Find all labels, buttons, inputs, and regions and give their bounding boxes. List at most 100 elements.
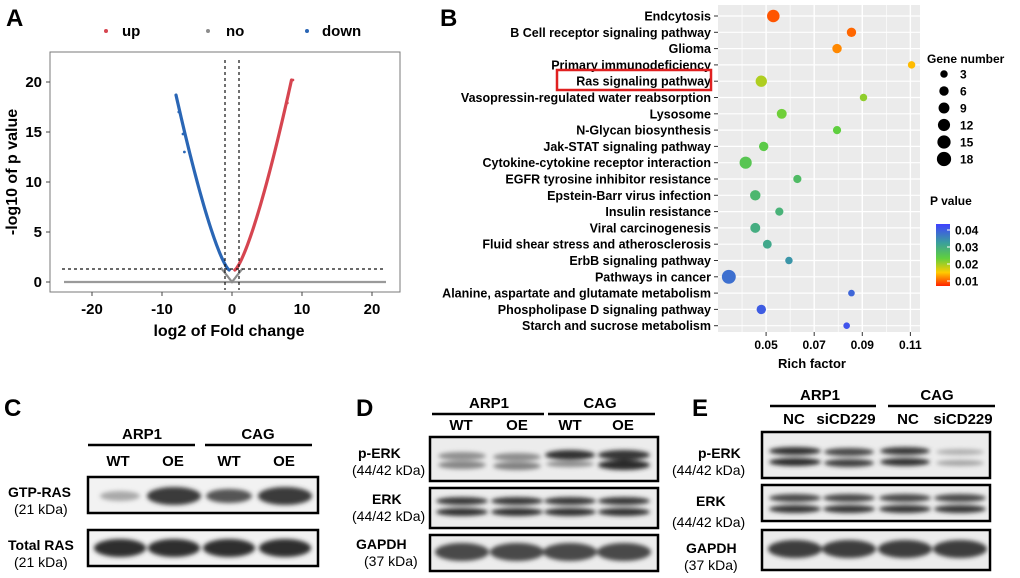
blot-e-lane-4: siCD229 bbox=[933, 411, 992, 428]
p-value-legend: P value 0.04 0.03 0.02 0.01 bbox=[930, 194, 979, 289]
enrichment-category-label: Lysosome bbox=[650, 107, 711, 121]
p-value-title: P value bbox=[930, 194, 972, 208]
enrichment-point bbox=[785, 256, 793, 265]
enrichment-x-tick-label: 0.07 bbox=[803, 338, 827, 352]
blot-e-group-arp1: ARP1 bbox=[800, 387, 840, 404]
blot-d-row3-name: GAPDH bbox=[356, 536, 407, 552]
panel-b: B Endcytosis B Cell receptor signaling pa… bbox=[440, 5, 1005, 371]
enrichment-point bbox=[721, 269, 736, 284]
blot-c-row1-name: GTP-RAS bbox=[8, 484, 71, 500]
blot-c-lane-4: OE bbox=[273, 453, 295, 470]
blot-c-lane-3: WT bbox=[217, 453, 240, 470]
enrichment-category-label: Fluid shear stress and atherosclerosis bbox=[482, 238, 711, 252]
volcano-y-label: -log10 of p value bbox=[4, 109, 21, 235]
enrichment-point bbox=[739, 156, 752, 169]
enrichment-point bbox=[832, 43, 842, 54]
enrichment-point bbox=[755, 75, 767, 87]
volcano-marks bbox=[62, 60, 386, 290]
enrichment-point bbox=[848, 289, 855, 297]
blot-d-lane-3: WT bbox=[558, 417, 581, 434]
volcano-outlier-point bbox=[291, 78, 295, 82]
enrichment-point bbox=[832, 126, 842, 135]
volcano-x-tick-label: 10 bbox=[294, 301, 311, 318]
blot-e-p-erk-strip bbox=[760, 430, 992, 480]
blot-d-erk-strip bbox=[428, 486, 660, 530]
blot-d-lane-2: OE bbox=[506, 417, 528, 434]
enrichment-point bbox=[750, 222, 761, 233]
blot-e-gapdh-strip bbox=[760, 528, 992, 572]
volcano-outlier-point bbox=[177, 110, 181, 114]
blot-d-row1-size: (44/42 kDa) bbox=[352, 462, 425, 478]
p-value-tick-label: 0.04 bbox=[955, 224, 979, 238]
volcano-axes: -20 -10 0 10 20 0 5 10 15 20 bbox=[25, 74, 380, 318]
enrichment-category-label: N-Glycan biosynthesis bbox=[576, 124, 711, 138]
blot-d-row1-name: p-ERK bbox=[358, 445, 401, 461]
gene-number-legend: Gene number 3 6 9 12 15 18 bbox=[927, 52, 1005, 167]
legend-no-label: no bbox=[226, 23, 244, 40]
volcano-x-label: log2 of Fold change bbox=[153, 323, 304, 340]
enrichment-point bbox=[750, 190, 761, 201]
enrichment-x-tick-label: 0.09 bbox=[851, 338, 875, 352]
legend-no-marker bbox=[206, 29, 210, 33]
volcano-y-tick-label: 5 bbox=[34, 224, 42, 241]
gene-number-label: 15 bbox=[960, 136, 974, 150]
gene-number-key bbox=[937, 135, 951, 149]
volcano-y-tick-label: 20 bbox=[25, 74, 42, 91]
gene-number-items: 3 6 9 12 15 18 bbox=[936, 68, 974, 167]
enrichment-category-label: Ras signaling pathway bbox=[576, 75, 711, 89]
panel-letter-c: C bbox=[4, 395, 21, 422]
blot-d-row3-size: (37 kDa) bbox=[364, 553, 418, 569]
enrichment-point bbox=[756, 304, 766, 315]
blot-e-row1-size: (44/42 kDa) bbox=[672, 462, 745, 478]
volcano-plot-frame bbox=[49, 51, 401, 293]
enrichment-category-label: Starch and sucrose metabolism bbox=[522, 319, 711, 333]
enrichment-x-ticks: 0.05 0.07 0.09 0.11 bbox=[754, 332, 922, 352]
blot-d-lane-1: WT bbox=[449, 417, 472, 434]
enrichment-category-label: Vasopressin-regulated water reabsorption bbox=[461, 91, 711, 105]
blot-e-row2-name: ERK bbox=[696, 493, 726, 509]
blot-e-lane-3: NC bbox=[897, 411, 919, 428]
gene-number-key bbox=[936, 151, 952, 167]
panel-letter-b: B bbox=[440, 5, 457, 32]
blot-d-group-arp1: ARP1 bbox=[469, 395, 509, 412]
gene-number-label: 3 bbox=[960, 68, 967, 82]
volcano-y-tick-label: 0 bbox=[34, 274, 42, 291]
enrichment-plot-area bbox=[718, 5, 920, 332]
volcano-outlier-point bbox=[285, 101, 289, 105]
enrichment-category-label: Phospholipase D signaling pathway bbox=[498, 303, 711, 317]
panel-a: A up no down -20 -10 0 10 20 0 5 10 15 20 log2 of… bbox=[4, 5, 401, 340]
enrichment-x-tick-label: 0.05 bbox=[754, 338, 778, 352]
p-value-tick-label: 0.03 bbox=[955, 241, 979, 255]
enrichment-point bbox=[776, 108, 787, 119]
panel-c: C ARP1 CAG WT OE WT OE GTP-RAS (21 kDa) … bbox=[4, 395, 320, 570]
legend-down-label: down bbox=[322, 23, 361, 40]
enrichment-category-label: Epstein-Barr virus infection bbox=[547, 189, 711, 203]
enrichment-point bbox=[767, 9, 780, 23]
volcano-y-tick-label: 15 bbox=[25, 124, 42, 141]
blot-e-lane-1: NC bbox=[783, 411, 805, 428]
gene-number-label: 9 bbox=[960, 102, 967, 116]
gene-number-key bbox=[940, 70, 948, 78]
blot-e-row3-name: GAPDH bbox=[686, 540, 737, 556]
panel-letter-a: A bbox=[6, 5, 23, 32]
legend-up-label: up bbox=[122, 23, 140, 40]
enrichment-x-tick-label: 0.11 bbox=[899, 338, 922, 352]
blot-e-lane-2: siCD229 bbox=[816, 411, 875, 428]
blot-d-lane-4: OE bbox=[612, 417, 634, 434]
volcano-no-cone bbox=[219, 266, 244, 284]
gene-number-label: 12 bbox=[960, 119, 974, 133]
enrichment-marks bbox=[721, 9, 916, 330]
enrichment-category-label: Insulin resistance bbox=[605, 205, 711, 219]
blot-c-row2-size: (21 kDa) bbox=[14, 554, 68, 570]
enrichment-point bbox=[843, 322, 850, 330]
p-value-tick-label: 0.02 bbox=[955, 258, 979, 272]
enrichment-point bbox=[793, 174, 802, 184]
enrichment-category-label: Glioma bbox=[669, 42, 712, 56]
volcano-up-points bbox=[233, 78, 294, 272]
panel-d: D ARP1 CAG WT OE WT OE p-ERK (44/42 kDa)… bbox=[352, 395, 660, 573]
blot-c-gtp-ras-strip bbox=[86, 475, 320, 515]
gene-number-title: Gene number bbox=[927, 52, 1005, 66]
enrichment-point bbox=[762, 239, 772, 249]
